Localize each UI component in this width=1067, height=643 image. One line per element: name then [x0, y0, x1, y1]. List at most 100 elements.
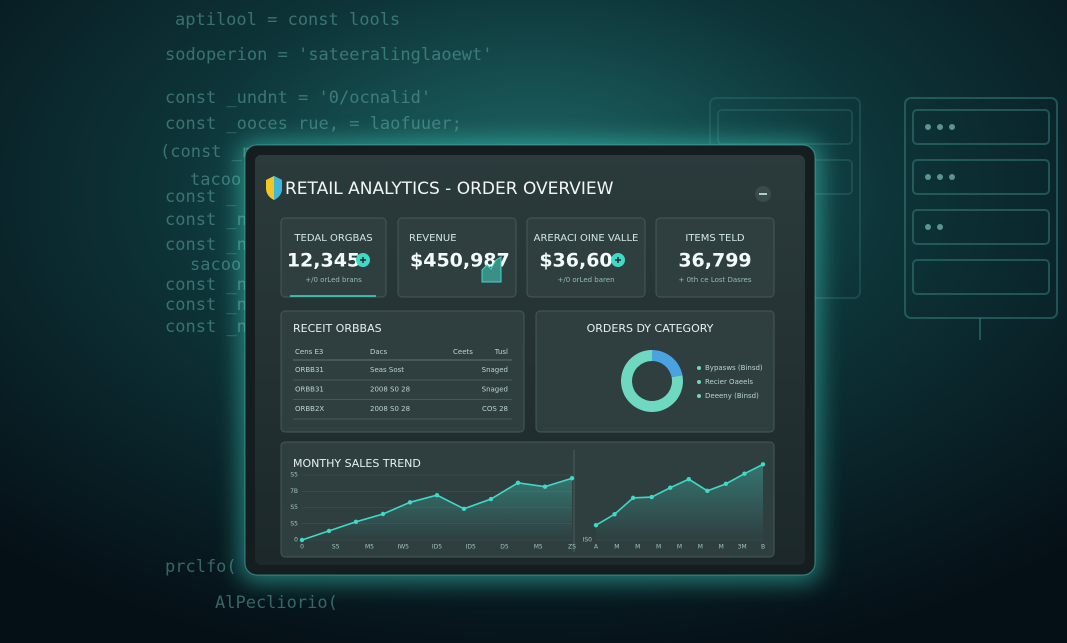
kpi-value: $36,60: [539, 250, 612, 272]
trend-point: [630, 495, 636, 501]
code-backdrop: aptilool = const lools sodoperion = 'sate…: [160, 10, 493, 613]
trend-point: [488, 496, 494, 502]
panel-title: MONTHY SALES TREND: [293, 457, 421, 470]
code-line: const _nc: [165, 275, 257, 295]
x-tick-label: M: [656, 544, 661, 551]
rack-lights: [925, 124, 955, 230]
legend-label: Deeeny (Binsd): [705, 392, 759, 400]
table-cell: ORBB31: [295, 366, 324, 374]
table-cell: ORBB31: [295, 386, 324, 394]
x-tick-label: B: [761, 544, 765, 551]
trend-point: [353, 519, 359, 524]
column-header: Ceets: [453, 348, 473, 356]
y-tick-label: S5: [290, 520, 298, 527]
trend-point: [705, 488, 710, 494]
code-line: AlPecliorio(: [215, 593, 338, 613]
kpi-value: $450,987: [410, 250, 510, 272]
panel-title: ORDERS DY CATEGORY: [587, 322, 714, 335]
trend-point: [593, 522, 599, 528]
kpi-icon-plus: [360, 257, 366, 263]
trend-point: [407, 500, 413, 505]
x-tick-label: IW5: [397, 544, 409, 551]
table-cell: Snaged: [482, 366, 508, 374]
column-header: Tusl: [494, 348, 508, 356]
y-tick-label: S5: [290, 472, 298, 479]
trend-area: [596, 464, 763, 540]
kpi-value: 12,345: [287, 250, 360, 272]
y-tick-label: 0: [294, 537, 298, 544]
column-header: Cens E3: [295, 348, 323, 356]
x-tick-label: M5: [534, 544, 543, 551]
x-tick-label: 3M: [738, 544, 747, 551]
code-line: const _nc: [165, 295, 257, 315]
trend-point: [668, 485, 673, 490]
column-header: Dacs: [370, 348, 388, 356]
category-panel: [535, 310, 775, 433]
kpi-value: 36,799: [678, 250, 751, 272]
kpi-card: [526, 217, 646, 298]
x-tick-label: A: [594, 544, 599, 551]
code-line: const _nc: [165, 210, 257, 230]
trend-point: [542, 484, 548, 489]
legend-dot: [697, 380, 701, 384]
logo-half: [274, 176, 282, 200]
x-tick-label: ID5: [466, 544, 476, 551]
trend-point: [742, 471, 747, 476]
dashboard: TEDAL ORGBAS 12,345 +/0 orLed brans REVENUE…: [280, 217, 775, 558]
legend-dot: [697, 366, 701, 370]
code-line: prclfo(: [165, 557, 237, 577]
x-tick-label: ZS: [568, 544, 576, 551]
table-cell: COS 28: [482, 405, 508, 413]
code-line: sacoo: [190, 255, 241, 275]
trend-point: [760, 462, 766, 467]
kpi-note: +/0 orLed brans: [305, 276, 362, 284]
x-tick-label: M: [677, 544, 682, 551]
code-line: const _: [165, 187, 237, 207]
orders-panel: [280, 310, 525, 433]
trend-line: [595, 463, 764, 526]
trend-point: [569, 476, 575, 481]
y-tick-label: 7B: [290, 488, 298, 495]
trend-point: [612, 512, 617, 517]
trend-point: [380, 511, 386, 517]
x-tick-label: S5: [332, 544, 340, 551]
trend-point: [723, 481, 729, 487]
dashboard-title: RETAIL ANALYTICS - ORDER OVERVIEW: [285, 179, 614, 199]
x-tick-label: ID5: [432, 544, 442, 551]
legend-label: Bypasws (Binsd): [705, 364, 763, 372]
x-tick-label: M5: [365, 544, 374, 551]
legend-dot: [697, 394, 701, 398]
trend-area: [302, 478, 572, 540]
kpi-note: +/0 orLed baren: [557, 276, 614, 284]
kpi-icon-plus: [615, 257, 621, 263]
x-tick-label: M: [635, 544, 640, 551]
code-line: const _ooces rue, = laofuuer;: [165, 114, 462, 134]
x-tick-label: M: [719, 544, 724, 551]
code-line: const _nc: [165, 317, 257, 337]
code-line: tacoo: [190, 170, 241, 190]
x-tick-label: M: [614, 544, 619, 551]
panel-title: RECEIT ORBBAS: [293, 322, 382, 335]
trend-point: [326, 528, 332, 534]
x-tick-label: M: [698, 544, 703, 551]
kpi-label: ITEMS TELD: [685, 233, 745, 244]
kpi-note: + 0th ce Lost Dasres: [678, 276, 751, 284]
kpi-card: [280, 217, 387, 298]
code-line: aptilool = const lools: [175, 10, 400, 30]
kpi-label: TEDAL ORGBAS: [293, 233, 372, 244]
x-tick-label: D5: [500, 544, 509, 551]
donut-segment: [652, 350, 683, 378]
kpi-label: REVENUE: [409, 233, 457, 244]
trend-point: [299, 537, 305, 543]
table-cell: Snaged: [482, 386, 508, 394]
donut-segment: [621, 350, 683, 413]
code-line: const _nc: [165, 235, 257, 255]
trend-point: [434, 492, 440, 498]
trend-point: [461, 506, 467, 511]
trend-point: [686, 476, 691, 482]
code-line: (const _nc: [160, 142, 262, 162]
table-cell: 2008 S0 28: [370, 405, 410, 413]
table-cell: 2008 S0 28: [370, 386, 410, 394]
